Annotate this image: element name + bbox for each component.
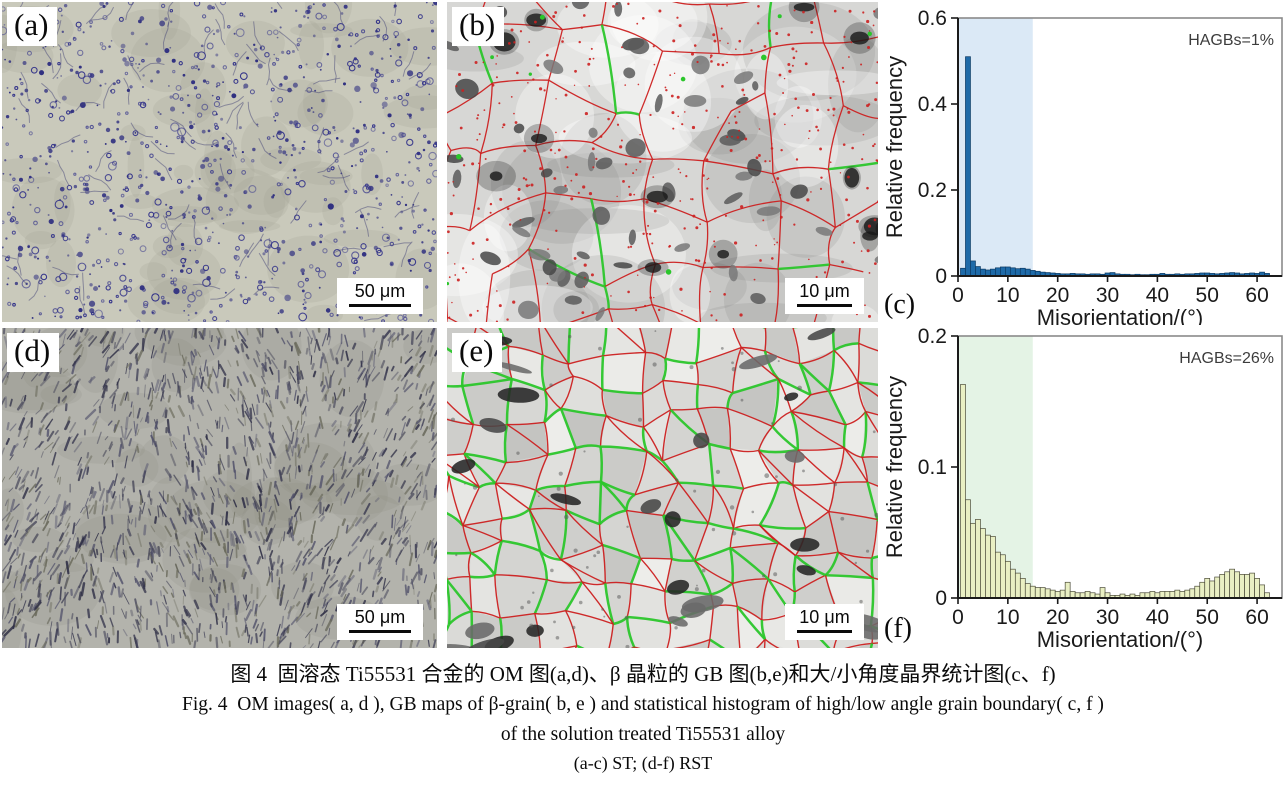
scalebar-line <box>797 630 852 633</box>
svg-text:0.1: 0.1 <box>918 456 947 479</box>
alpha-particles <box>2 2 437 322</box>
x-axis-label: Misorientation/(°) <box>1037 627 1204 652</box>
x-tick-labels: 0 10 20 30 40 50 60 <box>952 606 1269 629</box>
panel-e-label: (e) <box>452 333 503 372</box>
histogram-bars <box>960 384 1270 599</box>
panel-a-label: (a) <box>7 7 58 46</box>
panel-d-scalebar: 50 μm <box>337 604 423 640</box>
red-lagb-speckles <box>447 2 878 322</box>
svg-text:50: 50 <box>1196 284 1219 307</box>
svg-text:20: 20 <box>1046 284 1069 307</box>
svg-text:10: 10 <box>996 606 1019 629</box>
histogram-c-misorientation-st: 0 10 20 30 40 50 60 0 0.2 0.4 0.6 Misorientation/(°… <box>880 0 1286 330</box>
matrix-mottling <box>2 2 437 322</box>
om-micrograph-rst <box>2 328 437 648</box>
panel-a-scalebar: 50 μm <box>337 278 423 314</box>
chart-svg: 0 10 20 30 40 50 60 0 0.1 0.2 Misorientation/(°) Re… <box>882 325 1283 652</box>
om-micrograph-st <box>2 2 437 322</box>
chart-svg: 0 10 20 30 40 50 60 0 0.2 0.4 0.6 Misorientation/(°… <box>882 7 1283 330</box>
axis-ticks <box>951 17 1258 282</box>
green-hagb-dots <box>447 14 872 286</box>
gb-map-st <box>447 2 878 322</box>
panel-e-gb-map: (e) 10 μm <box>447 328 878 648</box>
panel-b-gb-map: (b) 10 μm <box>447 2 878 322</box>
scalebar-line <box>349 304 411 307</box>
scalebar-text: 10 μm <box>799 607 850 627</box>
axis-ticks <box>951 335 1258 604</box>
scalebar-text: 50 μm <box>354 607 406 627</box>
y-tick-labels: 0 0.2 0.4 0.6 <box>918 7 948 288</box>
caption-line-zh: 图 4 固溶态 Ti55531 合金的 OM 图(a,d)、β 晶粒的 GB 图… <box>230 662 1056 686</box>
svg-text:50: 50 <box>1196 606 1219 629</box>
panel-b-label: (b) <box>452 7 505 46</box>
figure-caption: 图 4 固溶态 Ti55531 合金的 OM 图(a,d)、β 晶粒的 GB 图… <box>0 659 1286 777</box>
gb-map-rst <box>447 328 878 648</box>
svg-text:60: 60 <box>1245 606 1268 629</box>
svg-text:0.2: 0.2 <box>918 179 947 202</box>
y-axis-label: Relative frequency <box>882 56 907 238</box>
scalebar-line <box>349 630 411 633</box>
grain-fills <box>447 328 878 648</box>
svg-text:0: 0 <box>952 284 964 307</box>
y-axis-label: Relative frequency <box>882 376 907 558</box>
svg-text:30: 30 <box>1096 606 1119 629</box>
scalebar-text: 50 μm <box>354 281 406 301</box>
y-tick-labels: 0 0.1 0.2 <box>918 325 947 610</box>
svg-text:20: 20 <box>1046 606 1069 629</box>
chart-panel-letter: (c) <box>884 289 915 320</box>
panel-d-om-image: (d) 50 μm <box>2 328 437 648</box>
caption-line-conditions: (a-c) ST; (d-f) RST <box>573 753 713 773</box>
scalebar-line <box>797 304 852 307</box>
svg-text:0.4: 0.4 <box>918 93 948 116</box>
chart-panel-letter: (f) <box>884 613 912 644</box>
hagb-annotation: HAGBs=1% <box>1188 32 1274 49</box>
panel-a-om-image: (a) 50 μm <box>2 2 437 322</box>
svg-text:60: 60 <box>1245 284 1268 307</box>
x-tick-labels: 0 10 20 30 40 50 60 <box>952 284 1269 307</box>
svg-text:30: 30 <box>1096 284 1119 307</box>
svg-text:0.6: 0.6 <box>918 7 947 30</box>
caption-line-en: Fig. 4 OM images( a, d ), GB maps of β-g… <box>182 694 1104 715</box>
histogram-f-misorientation-rst: 0 10 20 30 40 50 60 0 0.1 0.2 Misorientation/(°) Re… <box>880 325 1286 662</box>
svg-text:40: 40 <box>1146 284 1169 307</box>
svg-text:10: 10 <box>996 284 1019 307</box>
caption-line-en2: of the solution treated Ti55531 alloy <box>500 724 786 745</box>
x-axis-label: Misorientation/(°) <box>1037 305 1204 325</box>
scalebar-text: 10 μm <box>799 281 850 301</box>
panel-d-label: (d) <box>7 333 60 372</box>
svg-text:40: 40 <box>1146 606 1169 629</box>
svg-text:0.2: 0.2 <box>918 325 947 348</box>
panel-e-scalebar: 10 μm <box>785 604 864 640</box>
hagb-annotation: HAGBs=26% <box>1179 350 1274 367</box>
svg-text:0: 0 <box>935 265 947 288</box>
dark-alpha-globs <box>447 2 878 321</box>
svg-text:0: 0 <box>935 587 947 610</box>
panel-b-scalebar: 10 μm <box>785 278 864 314</box>
svg-text:0: 0 <box>952 606 964 629</box>
